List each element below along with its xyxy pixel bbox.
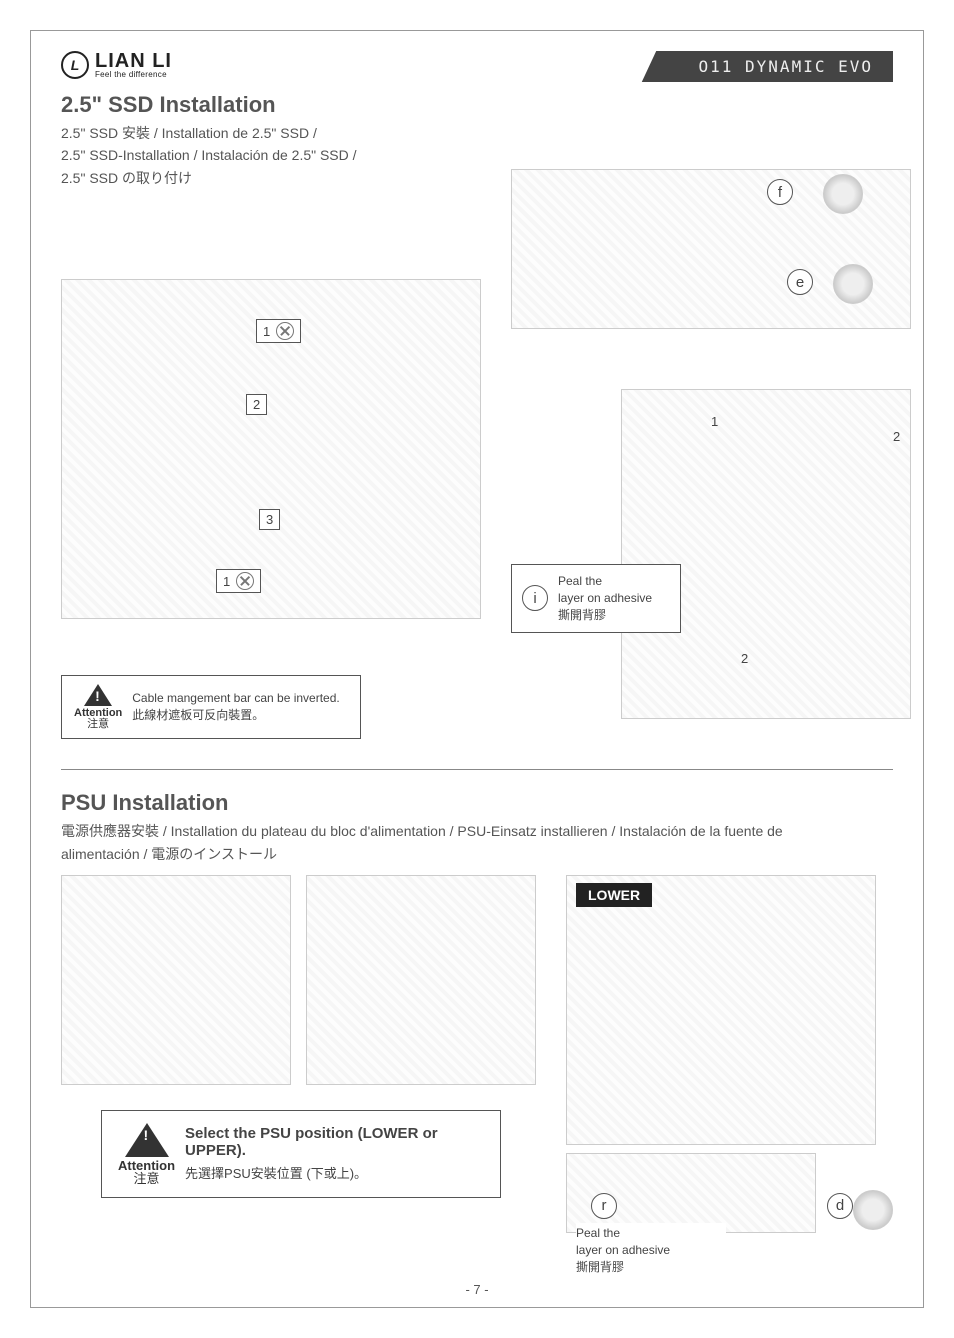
callout-1a: 1 — [256, 319, 301, 343]
peal-line3: 撕開背膠 — [558, 607, 652, 624]
attention-icon: Attention 注意 — [118, 1123, 175, 1185]
psu-diagrams: LOWER Attention 注意 Select the PSU positi… — [61, 875, 893, 1305]
peal-line2: layer on adhesive — [558, 590, 652, 607]
grommet-icon-e — [833, 264, 873, 304]
brand-tagline: Feel the difference — [95, 71, 172, 79]
callout-1b: 1 — [216, 569, 261, 593]
label-e: e — [787, 269, 813, 295]
peal-line1: Peal the — [558, 573, 652, 590]
psu-peal-line3: 撕開背膠 — [576, 1259, 670, 1276]
psu-attention-box: Attention 注意 Select the PSU position (LO… — [101, 1110, 501, 1198]
diagram-psu-position-2 — [306, 875, 536, 1085]
diagram-psu-position-1 — [61, 875, 291, 1085]
psu-peal-line1: Peal the — [576, 1225, 670, 1242]
label-d: d — [827, 1193, 853, 1219]
ssd-peal-box: i Peal the layer on adhesive 撕開背膠 — [511, 564, 681, 632]
attention-label-cn: 注意 — [87, 719, 109, 730]
attention-body: Cable mangement bar can be inverted. 此線材… — [132, 690, 339, 724]
lower-tag: LOWER — [576, 883, 652, 907]
psu-peal-text: Peal the layer on adhesive 撕開背膠 — [576, 1223, 726, 1277]
bracket-num-1: 1 — [711, 414, 718, 429]
screw-icon-d — [853, 1190, 893, 1230]
attention-body-cn: 此線材遮板可反向裝置。 — [132, 707, 339, 724]
psu-peal-line2: layer on adhesive — [576, 1242, 670, 1259]
psu-section-title: PSU Installation — [61, 790, 893, 816]
page-header: L LIAN LI Feel the difference O11 DYNAMI… — [61, 51, 893, 82]
label-f: f — [767, 179, 793, 205]
callout-1a-num: 1 — [263, 324, 270, 339]
psu-attention-body-cn: 先選擇PSU安裝位置 (下或上)。 — [185, 1163, 484, 1182]
callout-2: 2 — [246, 394, 267, 415]
attention-body-en: Cable mangement bar can be inverted. — [132, 690, 339, 707]
brand-name: LIAN LI — [95, 51, 172, 71]
ssd-section-title: 2.5" SSD Installation — [61, 92, 893, 118]
ssd-attention-box: Attention 注意 Cable mangement bar can be … — [61, 675, 361, 739]
label-i: i — [522, 585, 548, 611]
ssd-subtitle-1: 2.5" SSD 安裝 / Installation de 2.5" SSD / — [61, 122, 893, 144]
label-r: r — [591, 1193, 617, 1219]
attention-label-cn: 注意 — [134, 1172, 160, 1185]
section-divider — [61, 769, 893, 770]
callout-3: 3 — [259, 509, 280, 530]
screw-icon — [276, 322, 294, 340]
attention-icon: Attention 注意 — [74, 684, 122, 730]
psu-subtitle: 電源供應器安裝 / Installation du plateau du blo… — [61, 820, 861, 865]
brand-logo: L LIAN LI Feel the difference — [61, 51, 172, 79]
screw-icon-f — [823, 174, 863, 214]
bracket-num-2b: 2 — [741, 651, 748, 666]
ssd-diagrams: f e 1 2 3 1 1 2 2 Attention 注意 Cable — [61, 189, 893, 749]
page-number: - 7 - — [465, 1282, 488, 1297]
attention-label-en: Attention — [118, 1159, 175, 1172]
screw-icon — [236, 572, 254, 590]
diagram-ssd-brackets — [621, 389, 911, 719]
callout-1b-num: 1 — [223, 574, 230, 589]
model-badge: O11 DYNAMIC EVO — [659, 51, 894, 82]
brand-logo-icon: L — [61, 51, 89, 79]
bracket-num-2a: 2 — [893, 429, 900, 444]
diagram-psu-iso — [566, 875, 876, 1145]
ssd-subtitle-2: 2.5" SSD-Installation / Instalación de 2… — [61, 144, 893, 166]
manual-page: L LIAN LI Feel the difference O11 DYNAMI… — [30, 30, 924, 1308]
psu-attention-body-en: Select the PSU position (LOWER or UPPER)… — [185, 1125, 484, 1159]
